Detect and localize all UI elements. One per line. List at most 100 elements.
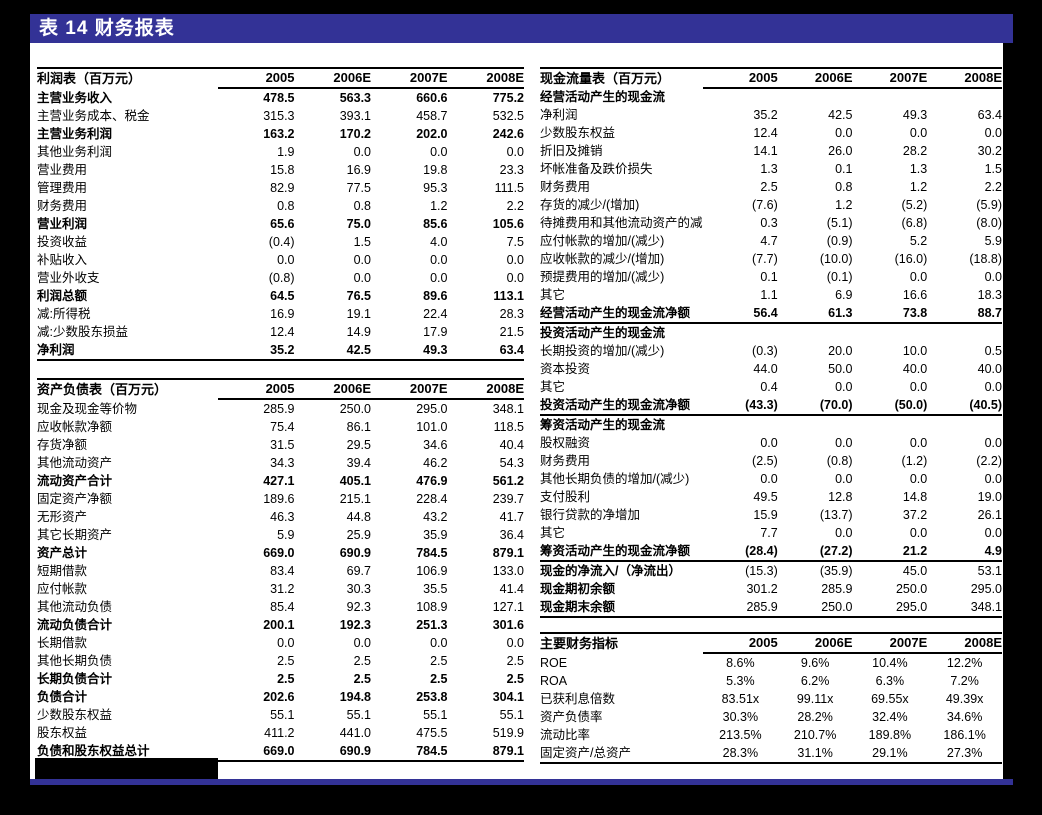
cell-value: 879.1 [492,546,524,560]
table-header-row: 主要财务指标 2005 2006E 2007E 2008E [540,633,1002,654]
row-label: 流动资产合计 [37,474,113,488]
cell-value: (28.4) [703,542,778,562]
cell-value: 476.9 [416,474,448,488]
cell-value: 44.0 [753,362,778,376]
row-label: 投资活动产生的现金流 [540,326,666,340]
column-header-year: 2008E [447,379,524,400]
cell-value: (18.8) [969,252,1002,266]
table-row: 主营业务收入 478.5 563.3 660.6 775.2 [37,88,524,107]
cell-value: 53.1 [977,564,1002,578]
cell-value: 61.3 [777,304,853,324]
table-title-cell: 资产负债表（百万元） [37,381,168,397]
table-row: 负债和股东权益总计 669.0 690.9 784.5 879.1 [37,742,524,762]
cell-value: 7.2% [950,674,979,688]
cell-value: 669.0 [263,546,295,560]
cell-value: 44.8 [346,510,371,524]
cell-value: 1.9 [277,145,295,159]
cell-value: (13.7) [819,508,853,522]
cell-value: 35.9 [423,528,448,542]
cell-value [703,415,778,434]
row-label: 补贴收入 [37,253,88,267]
row-label: 经营活动产生的现金流净额 [540,304,703,324]
table-row: 经营活动产生的现金流净额 56.4 61.3 73.8 88.7 [540,304,1002,324]
cell-value: 251.3 [416,618,448,632]
cell-value: 40.0 [977,362,1002,376]
column-header-year: 2006E [294,379,371,400]
row-label: 其他长期负债的增加/(减少) [540,472,690,486]
table-row: 现金及现金等价物 285.9 250.0 295.0 348.1 [37,399,524,418]
cell-value: (5.2) [901,198,928,212]
cell-value: 46.2 [423,456,448,470]
cell-value: 304.1 [492,690,524,704]
row-label: ROA [540,674,568,688]
cell-value: 0.0 [984,270,1002,284]
cell-value: 5.2 [909,234,928,248]
cell-value: 669.0 [218,742,295,762]
cell-value: 458.7 [416,109,448,123]
table-body: 经营活动产生的现金流 净利润 35.2 42.5 49.3 63.4 少数股东权益 12.4 0… [540,88,1002,618]
table-title-bar: 表 14 财务报表 [30,14,1013,43]
cell-value: 1.5 [984,162,1002,176]
table-header: 现金流量表（百万元） 2005 2006E 2007E 2008E [540,68,1002,89]
cell-value: 28.2 [902,144,928,158]
cell-value: 0.0 [277,636,295,650]
row-label: 资本投资 [540,362,591,376]
row-label: 折旧及摊销 [540,144,603,158]
row-label: 其它 [540,526,566,540]
cell-value: (50.0) [852,396,928,416]
row-label: 经营活动产生的现金流 [540,90,666,104]
table-header: 资产负债表（百万元） 2005 2006E 2007E 2008E [37,379,524,400]
table-row: 净利润 35.2 42.5 49.3 63.4 [540,106,1002,124]
table-row: 少数股东权益 55.1 55.1 55.1 55.1 [37,706,524,724]
table-row: 坏帐准备及跌价损失 1.3 0.1 1.3 1.5 [540,160,1002,178]
column-header-year: 2006E [777,68,853,89]
cell-value: 0.0 [984,526,1002,540]
cell-value: 202.0 [416,127,448,141]
cell-value: 49.3 [902,108,928,122]
row-label: 其它 [540,380,566,394]
cell-value: 0.0 [909,472,928,486]
cell-value: 411.2 [264,726,295,740]
table-body: 现金及现金等价物 285.9 250.0 295.0 348.1 应收帐款净额 75.4 86… [37,399,524,762]
cell-value: 660.6 [416,91,448,105]
cell-value: 19.0 [977,490,1002,504]
cell-value: 30.2 [977,144,1002,158]
cell-value: (27.2) [777,542,853,562]
row-label: 净利润 [540,108,578,122]
cell-value: 2.2 [506,199,524,213]
cell-value: 31.1% [777,744,853,764]
cell-value: 0.0 [430,271,448,285]
table-row: 减:少数股东损益 12.4 14.9 17.9 21.5 [37,323,524,341]
cell-value: (1.2) [901,454,928,468]
table-row: 资本投资 44.0 50.0 40.0 40.0 [540,360,1002,378]
table-row: 财务费用 0.8 0.8 1.2 2.2 [37,197,524,215]
cell-value: 519.9 [492,726,524,740]
cell-value: (7.7) [752,252,778,266]
row-label: 存货的减少/(增加) [540,198,640,212]
cell-value: 0.3 [760,216,778,230]
table-row: 流动资产合计 427.1 405.1 476.9 561.2 [37,472,524,490]
key-financial-indicators-table: 主要财务指标 2005 2006E 2007E 2008E ROE 8.6% 9.6% 10.4… [540,632,1002,764]
balance-sheet-table: 资产负债表（百万元） 2005 2006E 2007E 2008E 现金及现金等价物 285… [37,378,524,762]
row-label: 固定资产/总资产 [540,744,703,764]
table-row: 管理费用 82.9 77.5 95.3 111.5 [37,179,524,197]
cell-value: 50.0 [828,362,853,376]
table-row: 应收帐款的减少/(增加) (7.7) (10.0) (16.0) (18.8) [540,250,1002,268]
table-row: 负债合计 202.6 194.8 253.8 304.1 [37,688,524,706]
cell-value: 0.0 [353,271,371,285]
cell-value: 475.5 [416,726,448,740]
cell-value: 186.1% [943,728,986,742]
cell-value: 0.0 [984,126,1002,140]
cell-value [778,88,853,106]
column-header-year: 2005 [703,68,778,89]
cell-value: 108.9 [416,600,448,614]
cell-value: 34.6% [946,710,983,724]
cell-value: 0.0 [835,526,853,540]
cell-value: 295.0 [416,402,448,416]
cell-value: 15.8 [270,163,295,177]
column-header-year: 2007E [371,379,448,400]
row-label: 长期借款 [37,636,88,650]
cell-value: 532.5 [492,109,524,123]
row-label: 其他业务利润 [37,145,113,159]
row-label: 存货净额 [37,438,88,452]
